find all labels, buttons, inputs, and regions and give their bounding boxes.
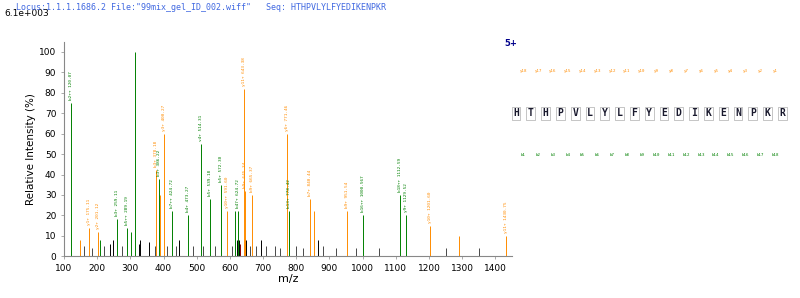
Text: b4: b4 [566, 153, 570, 157]
Text: T: T [528, 108, 534, 118]
Text: L: L [587, 108, 593, 118]
Text: b1: b1 [521, 153, 526, 157]
Text: y9+ 1129.52: y9+ 1129.52 [404, 184, 408, 212]
Text: b3+ 259.11: b3+ 259.11 [115, 190, 119, 216]
Text: y10++ 591.60: y10++ 591.60 [225, 177, 229, 208]
Text: b3+ 386.22: b3+ 386.22 [157, 149, 161, 176]
Text: b13: b13 [698, 153, 705, 157]
Text: b11: b11 [668, 153, 675, 157]
Text: b15: b15 [727, 153, 734, 157]
Text: b3: b3 [550, 153, 555, 157]
Text: Locus:1.1.1.1686.2 File:"99mix_gel_ID_002.wiff"   Seq: HTHPVLYLFYEDIKENPKR: Locus:1.1.1.1686.2 File:"99mix_gel_ID_00… [16, 3, 386, 12]
Text: E: E [661, 108, 667, 118]
Text: b4+ 473.27: b4+ 473.27 [186, 186, 190, 212]
Text: b17: b17 [757, 153, 764, 157]
X-axis label: m/z: m/z [278, 274, 298, 284]
Text: y6: y6 [698, 69, 703, 73]
Text: b9+ 665.37: b9+ 665.37 [250, 166, 254, 192]
Text: b3+ 378.18: b3+ 378.18 [154, 141, 158, 167]
Text: b2++ 120.07: b2++ 120.07 [69, 71, 73, 100]
Text: b14: b14 [712, 153, 719, 157]
Text: y7: y7 [684, 69, 689, 73]
Text: y11+ 1430.75: y11+ 1430.75 [504, 201, 508, 233]
Text: b9+ 645.34: b9+ 645.34 [243, 162, 247, 188]
Text: b5+ 572.30: b5+ 572.30 [218, 156, 222, 182]
Text: b5++ 289.19: b5++ 289.19 [125, 196, 129, 225]
Text: K: K [706, 108, 711, 118]
Text: y10: y10 [638, 69, 646, 73]
Text: y14: y14 [579, 69, 586, 73]
Text: P: P [558, 108, 563, 118]
Text: b7+ 840.44: b7+ 840.44 [308, 170, 312, 196]
Text: b16: b16 [742, 153, 749, 157]
Text: y4: y4 [728, 69, 733, 73]
Text: b12: b12 [682, 153, 690, 157]
Text: b13+ 778.42: b13+ 778.42 [287, 179, 291, 208]
Text: y10+ 1201.60: y10+ 1201.60 [427, 191, 431, 223]
Text: F: F [631, 108, 638, 118]
Text: b2: b2 [536, 153, 541, 157]
Text: b8: b8 [625, 153, 630, 157]
Text: y2: y2 [758, 69, 762, 73]
Text: b7++ 424.72: b7++ 424.72 [170, 179, 174, 208]
Text: b18: b18 [771, 153, 778, 157]
Text: 6.1e+003: 6.1e+003 [4, 9, 49, 18]
Text: b47+ 624.72: b47+ 624.72 [236, 179, 240, 208]
Text: H: H [542, 108, 549, 118]
Text: b18++ 1112.59: b18++ 1112.59 [398, 158, 402, 192]
Text: I: I [690, 108, 697, 118]
Text: y6+ 771.46: y6+ 771.46 [285, 104, 289, 131]
Text: D: D [676, 108, 682, 118]
Text: y9: y9 [654, 69, 659, 73]
Text: 5+: 5+ [504, 39, 517, 48]
Text: y15: y15 [564, 69, 571, 73]
Text: y8: y8 [669, 69, 674, 73]
Text: N: N [735, 108, 741, 118]
Text: Y: Y [602, 108, 608, 118]
Text: y11: y11 [623, 69, 630, 73]
Text: Y: Y [646, 108, 652, 118]
Text: P: P [750, 108, 756, 118]
Text: y1: y1 [773, 69, 778, 73]
Text: y17: y17 [534, 69, 542, 73]
Text: R: R [779, 108, 786, 118]
Y-axis label: Relative Intensity (%): Relative Intensity (%) [26, 93, 36, 205]
Text: y16: y16 [550, 69, 557, 73]
Text: E: E [720, 108, 726, 118]
Text: b10: b10 [653, 153, 660, 157]
Text: y18: y18 [520, 69, 527, 73]
Text: b5: b5 [580, 153, 585, 157]
Text: b16++ 1000.567: b16++ 1000.567 [361, 176, 365, 212]
Text: y3: y3 [743, 69, 748, 73]
Text: H: H [513, 108, 519, 118]
Text: y5: y5 [714, 69, 718, 73]
Text: b5+ 539.18: b5+ 539.18 [208, 170, 212, 196]
Text: y2+ 201.12: y2+ 201.12 [95, 202, 99, 229]
Text: v4+ 514.31: v4+ 514.31 [199, 114, 203, 141]
Text: L: L [617, 108, 622, 118]
Text: y11+ 643.38: y11+ 643.38 [242, 57, 246, 86]
Text: y3+ 400.27: y3+ 400.27 [162, 104, 166, 131]
Text: y13: y13 [594, 69, 601, 73]
Text: b6: b6 [595, 153, 600, 157]
Text: b9+ 951.54: b9+ 951.54 [345, 182, 349, 208]
Text: y1+ 175.11: y1+ 175.11 [87, 198, 91, 225]
Text: V: V [572, 108, 578, 118]
Text: K: K [765, 108, 770, 118]
Text: b9: b9 [639, 153, 644, 157]
Text: b7: b7 [610, 153, 614, 157]
Text: y12: y12 [609, 69, 616, 73]
